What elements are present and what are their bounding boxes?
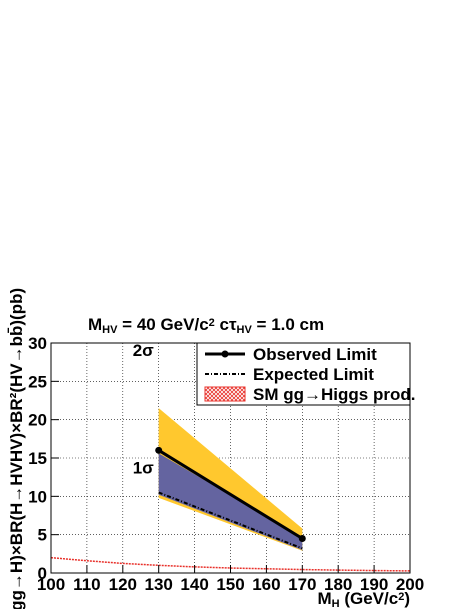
y-tick-label: 10	[28, 487, 47, 506]
text-segment: M	[88, 315, 102, 334]
marker	[298, 535, 306, 542]
y-tick-label: 20	[28, 411, 47, 430]
band-label: 2σ	[133, 341, 154, 360]
text-segment: 2	[209, 317, 215, 329]
x-tick-label: 110	[73, 575, 100, 594]
series-line	[158, 491, 303, 550]
text-segment: H	[332, 598, 340, 609]
text-segment: (GeV/c	[340, 589, 399, 608]
text-segment: HV	[237, 324, 253, 336]
y-tick-label: 15	[28, 449, 47, 468]
legend-label: SM gg→Higgs prod.	[253, 385, 415, 404]
y-tick-label: 30	[28, 334, 47, 353]
text-segment: )	[404, 589, 410, 608]
y-tick-label: 0	[38, 564, 47, 583]
marker	[155, 446, 163, 454]
y-axis-label: σ(gg→H)×BR(H→HVHV)×BR²(HV→bb̄)(pb)	[7, 288, 26, 609]
legend-label: Expected Limit	[253, 365, 374, 384]
x-tick-label: 180	[324, 575, 352, 594]
series-line	[50, 556, 411, 572]
x-tick-label: 160	[252, 575, 280, 594]
text-segment: = 40 GeV/c	[117, 315, 208, 334]
x-tick-label: 140	[180, 575, 208, 594]
band	[158, 453, 303, 550]
x-tick-label: 120	[109, 575, 137, 594]
x-tick-label: 170	[288, 575, 316, 594]
y-tick-label: 5	[38, 526, 47, 545]
text-segment: cτ	[215, 315, 237, 334]
band-label: 1σ	[133, 458, 154, 477]
x-axis-label: MH (GeV/c2)	[317, 589, 410, 609]
legend-label: Observed Limit	[253, 345, 377, 364]
text-segment: 2	[398, 591, 404, 603]
y-tick-label: 25	[28, 372, 47, 391]
x-tick-label: 150	[216, 575, 244, 594]
series-line	[157, 449, 304, 540]
chart-title: MHV = 40 GeV/c2 cτHV = 1.0 cm	[88, 315, 324, 336]
x-tick-label: 200	[396, 575, 424, 594]
text-segment: = 1.0 cm	[252, 315, 324, 334]
x-tick-label: 100	[37, 575, 65, 594]
legend-swatch	[204, 386, 246, 402]
legend-marker	[221, 350, 229, 358]
text-segment: HV	[102, 324, 118, 336]
x-tick-label: 130	[145, 575, 173, 594]
text-segment: M	[317, 589, 331, 608]
x-tick-label: 190	[360, 575, 388, 594]
